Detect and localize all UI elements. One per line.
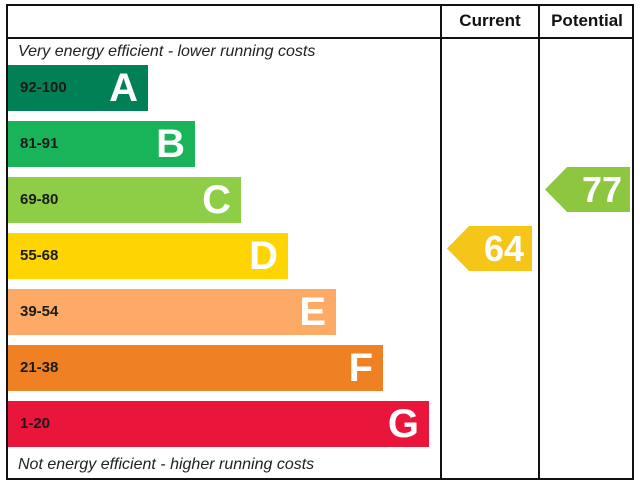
band-letter: E: [299, 290, 326, 334]
band-bar-f: 21-38 F: [8, 345, 383, 391]
band-bar-d: 55-68 D: [8, 233, 288, 279]
band-range: 39-54: [20, 303, 59, 320]
band-range: 69-80: [20, 191, 59, 208]
band-bar-g: 1-20 G: [8, 401, 429, 447]
band-bar-c: 69-80 C: [8, 177, 241, 223]
column-divider: [538, 4, 540, 480]
bottom-caption: Not energy efficient - higher running co…: [18, 456, 315, 473]
band-range: 1-20: [20, 415, 51, 432]
band-bar-e: 39-54 E: [8, 289, 336, 335]
top-caption: Very energy efficient - lower running co…: [18, 43, 316, 60]
band-letter: A: [109, 66, 138, 110]
band-range: 81-91: [20, 135, 59, 152]
band-letter: B: [156, 122, 185, 166]
current-rating-value: 64: [483, 228, 524, 269]
band-range: 21-38: [20, 359, 59, 376]
column-divider: [440, 4, 442, 480]
current-header: Current: [459, 11, 521, 30]
band-letter: G: [387, 402, 419, 446]
band-letter: C: [202, 178, 231, 222]
band-bar-a: 92-100 A: [8, 65, 148, 111]
band-range: 92-100: [20, 79, 67, 96]
band-letter: D: [249, 234, 278, 278]
band-range: 55-68: [20, 247, 59, 264]
band-letter: F: [348, 346, 373, 390]
potential-rating-value: 77: [581, 169, 622, 210]
band-bar-b: 81-91 B: [8, 121, 195, 167]
potential-header: Potential: [551, 11, 623, 30]
header-divider: [6, 37, 634, 39]
